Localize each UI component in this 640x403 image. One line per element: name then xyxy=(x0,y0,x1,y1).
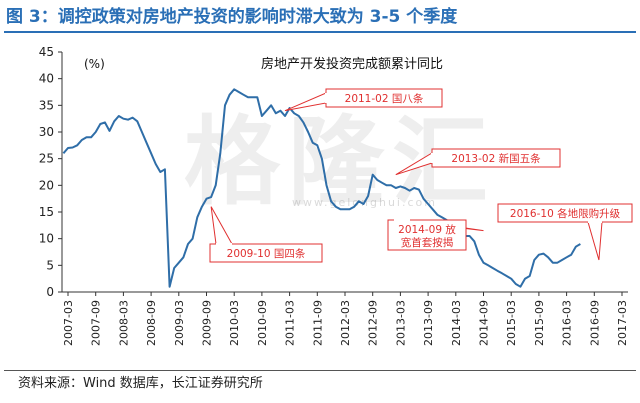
x-tick-label: 2016-09 xyxy=(588,300,601,346)
y-axis-ticks: 0 5 10 15 20 25 30 35 40 45 xyxy=(39,45,62,299)
series-line xyxy=(62,88,581,288)
y-tick-label: 45 xyxy=(39,45,54,59)
x-tick-label: 2007-03 xyxy=(62,300,75,346)
annotation-callout: 2011-02 国八条 xyxy=(284,88,443,112)
x-tick-label: 2012-03 xyxy=(339,300,352,346)
x-tick-label: 2012-09 xyxy=(367,300,380,346)
annotation-label: 2013-02 新国五条 xyxy=(451,152,541,165)
y-tick-label: 5 xyxy=(46,258,54,272)
annotation-pointer xyxy=(210,206,233,245)
annotation-box xyxy=(387,219,467,251)
annotation-pointer xyxy=(395,152,433,176)
annotation-box xyxy=(497,203,633,223)
y-tick-label: 35 xyxy=(39,98,54,112)
x-tick-label: 2008-09 xyxy=(145,300,158,346)
x-tick-label: 2013-09 xyxy=(422,300,435,346)
x-tick-label: 2015-03 xyxy=(505,300,518,346)
y-tick-label: 40 xyxy=(39,72,54,86)
annotation-callout: 2009-10 国四条 xyxy=(209,206,323,263)
annotation-pointer xyxy=(284,92,327,112)
x-tick-label: 2009-09 xyxy=(201,300,214,346)
annotation-callout: 2016-10 各地限购升级 xyxy=(497,203,633,261)
x-tick-label: 2014-03 xyxy=(450,300,463,346)
x-tick-label: 2011-03 xyxy=(284,300,297,346)
x-tick-label: 2013-03 xyxy=(394,300,407,346)
annotation-pointer xyxy=(587,221,603,261)
annotations: 2011-02 国八条 2009-10 国四条 2013-02 新国五条 2014-0… xyxy=(209,88,633,263)
annotation-label: 2009-10 国四条 xyxy=(227,247,306,260)
y-tick-label: 20 xyxy=(39,178,54,192)
annotation-label: 2016-10 各地限购升级 xyxy=(510,207,621,220)
annotation-callout: 2013-02 新国五条 xyxy=(395,148,561,176)
x-tick-label: 2014-09 xyxy=(478,300,491,346)
y-tick-label: 0 xyxy=(46,285,54,299)
y-tick-label: 25 xyxy=(39,152,54,166)
x-tick-label: 2011-09 xyxy=(311,300,324,346)
x-tick-label: 2010-03 xyxy=(228,300,241,346)
x-tick-label: 2015-09 xyxy=(533,300,546,346)
y-tick-label: 10 xyxy=(39,232,54,246)
x-tick-label: 2016-03 xyxy=(561,300,574,346)
x-tick-label: 2007-09 xyxy=(90,300,103,346)
figure-title: 图 3：调控政策对房地产投资的影响时滞大致为 3-5 个季度 xyxy=(6,7,458,27)
x-axis-ticks: 2007-03 2007-09 2008-03 2008-09 2009-03 2009-… xyxy=(62,292,629,346)
y-tick-label: 15 xyxy=(39,205,54,219)
x-tick-label: 2008-03 xyxy=(117,300,130,346)
x-tick-label: 2017-03 xyxy=(616,300,629,346)
source-note: 资料来源：Wind 数据库，长江证券研究所 xyxy=(18,376,263,391)
annotation-box xyxy=(209,243,323,263)
chart-title: 房地产开发投资完成额累计同比 xyxy=(261,56,443,72)
line-chart: 房地产开发投资完成额累计同比 (%) 0 5 10 15 20 25 30 35 40 45 20… xyxy=(39,45,633,346)
x-tick-label: 2009-03 xyxy=(173,300,186,346)
annotation-label: 2014-09 放 xyxy=(398,223,456,236)
x-tick-label: 2010-09 xyxy=(256,300,269,346)
annotation-label: 2011-02 国八条 xyxy=(345,92,424,105)
annotation-label: 宽首套按揭 xyxy=(401,236,454,249)
y-axis-unit-label: (%) xyxy=(84,57,105,71)
title-rule xyxy=(4,31,636,33)
footer-rule xyxy=(4,370,636,371)
y-tick-label: 30 xyxy=(39,125,54,139)
